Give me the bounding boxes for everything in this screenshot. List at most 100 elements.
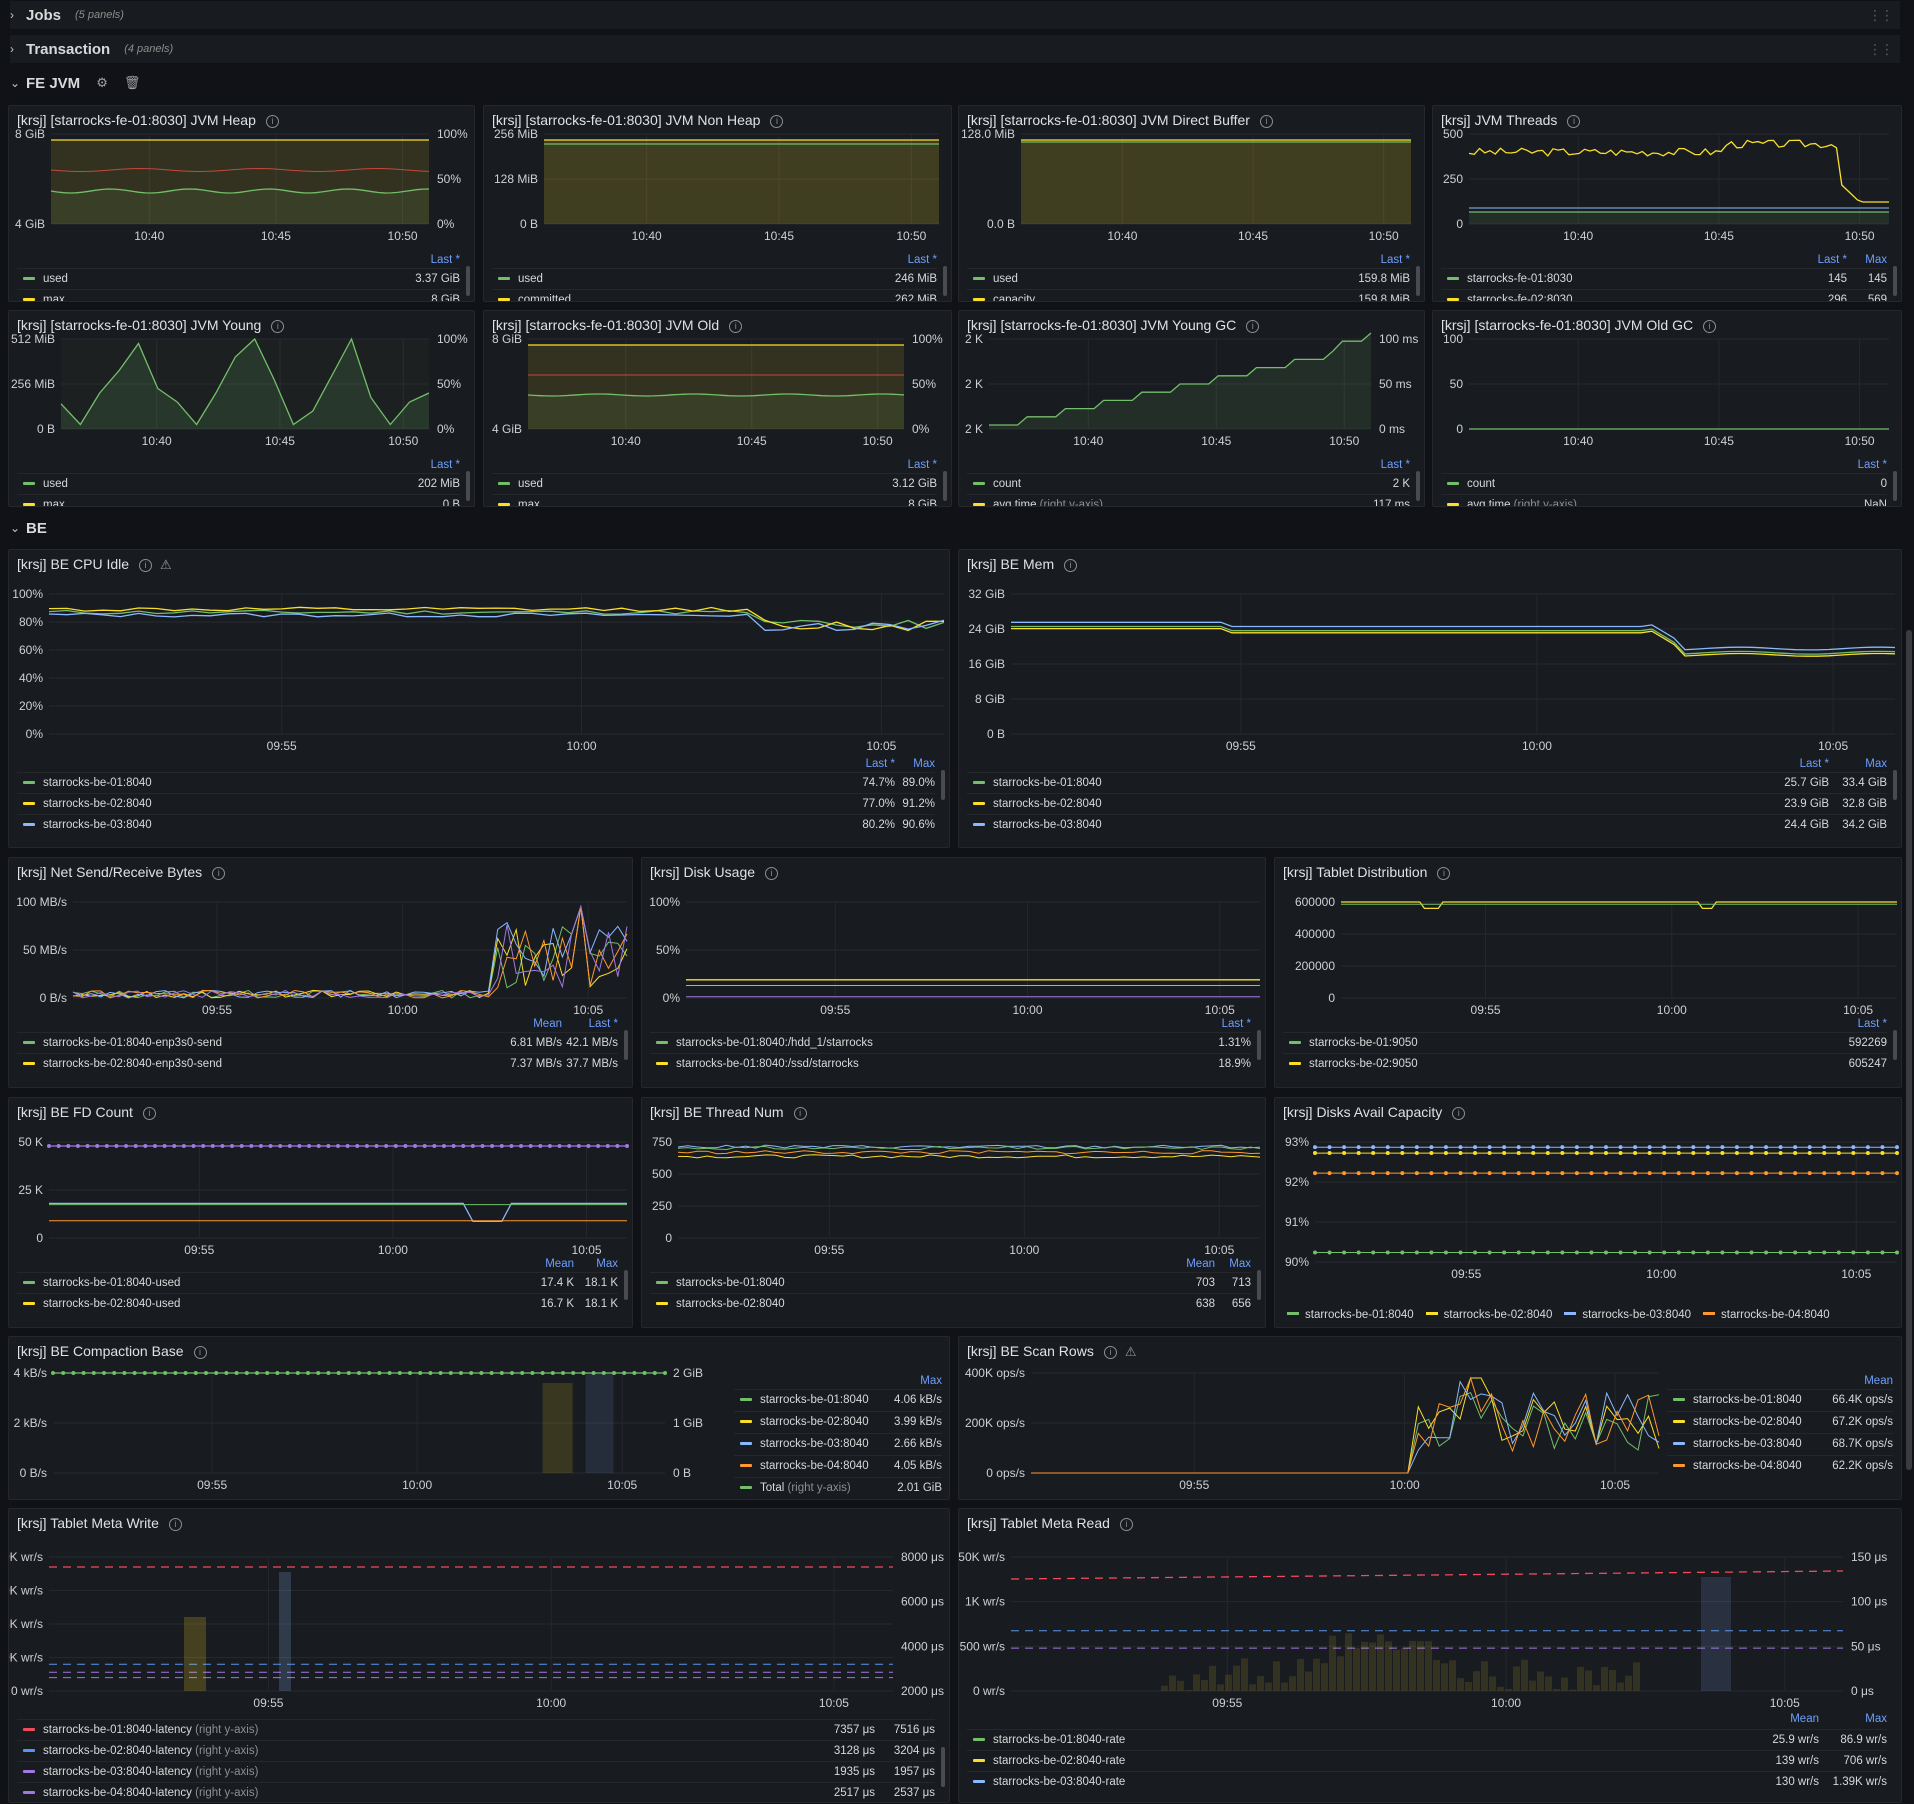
legend-scrollbar[interactable] (624, 1030, 628, 1060)
legend-header-last[interactable]: Last * (907, 459, 937, 471)
legend-header-max[interactable]: Max (596, 1258, 618, 1270)
legend-row[interactable]: starrocks-be-02:8040-enp3s0-send 7.37 MB… (17, 1053, 618, 1073)
legend-row[interactable]: starrocks-be-03:8040-rate 130 wr/s 1.39K w… (967, 1771, 1887, 1791)
legend-header-max[interactable]: Max (1229, 1258, 1251, 1270)
legend-row[interactable]: starrocks-be-04:8040 62.2K ops/s (1667, 1455, 1893, 1475)
panel-title[interactable]: [krsj] Tablet Meta Write i (17, 1515, 182, 1531)
panel-title[interactable]: [krsj] [starrocks-fe-01:8030] JVM Heap i (17, 112, 279, 128)
panel-title[interactable]: [krsj] BE Scan Rows i ⚠ (967, 1343, 1136, 1360)
legend-item[interactable]: starrocks-be-03:8040 (1564, 1309, 1691, 1321)
chart-svg[interactable]: 1.50K wr/s 1K wr/s 500 wr/s 0 wr/s 150 μs 100… (959, 1509, 1902, 1803)
legend-row[interactable]: used 3.37 GiB (17, 268, 460, 288)
page-scrollbar[interactable] (1906, 630, 1912, 1470)
legend-row[interactable]: Total (right y-axis) 2.01 GiB (734, 1477, 942, 1497)
info-icon[interactable]: i (1259, 114, 1273, 128)
chart-svg[interactable]: 50 K 25 K 0 09:55 10:00 10:05 (9, 1098, 633, 1328)
legend-row[interactable]: starrocks-be-01:8040 25.7 GiB 33.4 GiB (967, 772, 1887, 792)
chart-svg[interactable]: 600000 400000 200000 0 09:55 10:00 10:05 (1275, 858, 1902, 1088)
legend-header-mean[interactable]: Mean (1790, 1713, 1819, 1725)
legend-row[interactable]: starrocks-be-01:8040 66.4K ops/s (1667, 1389, 1893, 1409)
legend-header-mean[interactable]: Mean (1864, 1375, 1893, 1387)
chart-svg[interactable]: 100% 80% 60% 40% 20% 0% 09:55 10:00 10:05 (9, 550, 950, 848)
legend-row[interactable]: starrocks-be-02:8040-latency (right y-ax… (17, 1740, 935, 1760)
legend-header-last[interactable]: Last * (1221, 1018, 1251, 1030)
warning-icon[interactable]: ⚠ (1124, 1344, 1137, 1359)
drag-handle-icon[interactable]: ⋮⋮ (1868, 6, 1894, 23)
legend-row[interactable]: avg time (right y-axis) NaN (1441, 494, 1887, 506)
chart-svg[interactable]: 93% 92% 91% 90% 09:55 10:00 10:05 (1275, 1098, 1902, 1328)
legend-row[interactable]: starrocks-be-03:8040-latency (right y-ax… (17, 1761, 935, 1781)
legend-row[interactable]: max 0 B (17, 494, 460, 506)
chart-svg[interactable]: 256 MiB 128 MiB 0 B 10:40 10:45 10:50 (484, 106, 952, 302)
panel-title[interactable]: [krsj] [starrocks-fe-01:8030] JVM Young … (967, 317, 1260, 333)
panel-title[interactable]: [krsj] Disk Usage i (650, 864, 779, 880)
legend-row[interactable]: starrocks-be-02:8040 23.9 GiB 32.8 GiB (967, 793, 1887, 813)
legend-row[interactable]: starrocks-be-03:8040 24.4 GiB 34.2 GiB (967, 814, 1887, 834)
legend-row[interactable]: avg time (right y-axis) 117 ms (967, 494, 1410, 506)
legend-header-mean[interactable]: Mean (533, 1018, 562, 1030)
panel-title[interactable]: [krsj] Net Send/Receive Bytes i (17, 864, 226, 880)
chart-svg[interactable]: 100% 50% 0% 09:55 10:00 10:05 (642, 858, 1266, 1088)
legend-row[interactable]: starrocks-be-02:8040-rate 139 wr/s 706 wr/… (967, 1750, 1887, 1770)
info-icon[interactable]: i (1703, 319, 1717, 333)
panel-title[interactable]: [krsj] BE Mem i (967, 556, 1078, 572)
chart-svg[interactable]: 500 250 0 10:40 10:45 10:50 (1433, 106, 1902, 302)
legend-row[interactable]: starrocks-be-03:8040 2.66 kB/s (734, 1433, 942, 1453)
info-icon[interactable]: i (265, 114, 279, 128)
legend-header-max[interactable]: Max (920, 1375, 942, 1387)
row-transaction[interactable]: › Transaction (4 panels) ⋮⋮ (10, 35, 1900, 63)
legend-row[interactable]: starrocks-be-01:8040:/hdd_1/starrocks 1.… (650, 1032, 1251, 1052)
info-icon[interactable]: i (765, 866, 779, 880)
legend-header-max[interactable]: Max (913, 758, 935, 770)
legend-header-mean[interactable]: Mean (1186, 1258, 1215, 1270)
legend-scrollbar[interactable] (1416, 471, 1420, 501)
panel-title[interactable]: [krsj] [starrocks-fe-01:8030] JVM Young i (17, 317, 285, 333)
info-icon[interactable]: i (139, 558, 153, 572)
legend-row[interactable]: starrocks-be-01:8040-used 17.4 K 18.1 K (17, 1272, 618, 1292)
legend-header-last[interactable]: Last * (1380, 254, 1410, 266)
info-icon[interactable]: i (770, 114, 784, 128)
legend-header-last[interactable]: Last * (1817, 254, 1847, 266)
info-icon[interactable]: i (168, 1517, 182, 1531)
legend-header-last[interactable]: Last * (1799, 758, 1829, 770)
legend-header-mean[interactable]: Mean (545, 1258, 574, 1270)
legend-header-last[interactable]: Last * (1857, 1018, 1887, 1030)
chart-svg[interactable]: 32 GiB 24 GiB 16 GiB 8 GiB 0 B 09:55 10:00 10:0… (959, 550, 1902, 848)
row-fe-jvm[interactable]: ⌄ FE JVM ⚙ 🗑 (10, 69, 1900, 97)
info-icon[interactable]: i (729, 319, 743, 333)
legend-row[interactable]: starrocks-be-02:8040 67.2K ops/s (1667, 1411, 1893, 1431)
info-icon[interactable]: i (1437, 866, 1451, 880)
info-icon[interactable]: i (1246, 319, 1260, 333)
legend-row[interactable]: starrocks-be-04:8040 4.05 kB/s (734, 1455, 942, 1475)
legend-scrollbar[interactable] (1257, 1270, 1261, 1300)
gear-icon[interactable]: ⚙ (96, 75, 108, 90)
legend-row[interactable]: starrocks-be-01:8040:/ssd/starrocks 18.9… (650, 1053, 1251, 1073)
chart-svg[interactable]: 100 50 0 10:40 10:45 10:50 (1433, 311, 1902, 507)
panel-title[interactable]: [krsj] [starrocks-fe-01:8030] JVM Direct… (967, 112, 1273, 128)
legend-item[interactable]: starrocks-be-04:8040 (1703, 1309, 1830, 1321)
trash-icon[interactable]: 🗑 (123, 75, 141, 90)
legend-row[interactable]: starrocks-be-01:8040-latency (right y-ax… (17, 1719, 935, 1739)
chart-svg[interactable]: 400K ops/s 200K ops/s 0 ops/s 09:55 10:00 10:… (959, 1337, 1902, 1500)
legend-scrollbar[interactable] (943, 266, 947, 296)
legend-row[interactable]: starrocks-be-04:8040-latency (right y-ax… (17, 1782, 935, 1802)
info-icon[interactable]: i (142, 1106, 156, 1120)
panel-title[interactable]: [krsj] BE Compaction Base i (17, 1343, 207, 1359)
legend-row[interactable]: used 3.12 GiB (492, 473, 937, 493)
legend-item[interactable]: starrocks-be-01:8040 (1287, 1309, 1414, 1321)
legend-header-max[interactable]: Max (1865, 254, 1887, 266)
legend-scrollbar[interactable] (941, 770, 945, 800)
panel-title[interactable]: [krsj] JVM Threads i (1441, 112, 1581, 128)
legend-row[interactable]: starrocks-be-01:8040 703 713 (650, 1272, 1251, 1292)
legend-row[interactable]: starrocks-be-02:8040 77.0% 91.2% (17, 793, 935, 813)
drag-handle-icon[interactable]: ⋮⋮ (1868, 40, 1894, 57)
legend-row[interactable]: starrocks-be-01:8040 74.7% 89.0% (17, 772, 935, 792)
panel-title[interactable]: [krsj] Tablet Meta Read i (967, 1515, 1133, 1531)
chart-svg[interactable]: 8 GiB 4 GiB 100% 50% 0% 10:40 10:45 10:50 (484, 311, 952, 507)
legend-row[interactable]: starrocks-be-01:8040-rate 25.9 wr/s 86.9 w… (967, 1729, 1887, 1749)
info-icon[interactable]: i (1452, 1106, 1466, 1120)
legend-scrollbar[interactable] (1257, 1030, 1261, 1060)
chart-svg[interactable]: 128.0 MiB 0.0 B 10:40 10:45 10:50 (959, 106, 1425, 302)
legend-scrollbar[interactable] (466, 471, 470, 501)
legend-row[interactable]: starrocks-be-03:8040 68.7K ops/s (1667, 1433, 1893, 1453)
